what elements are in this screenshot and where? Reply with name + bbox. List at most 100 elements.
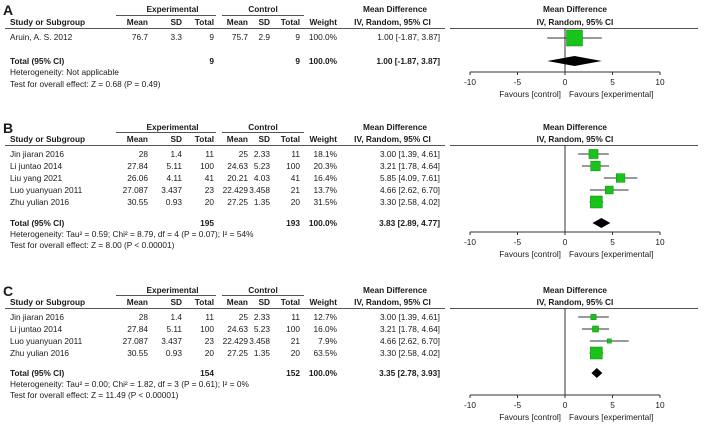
study-ci: 3.00 [1.39, 4.61] (380, 149, 440, 159)
header-mean-difference: Mean Difference (362, 4, 428, 14)
study-weight: 31.5% (313, 197, 337, 207)
header-exp-mean: Mean (126, 17, 148, 27)
header-ctl-mean: Mean (226, 297, 248, 307)
header-exp-mean: Mean (126, 134, 148, 144)
forest-plot: -10 -5 0 5 10 Favours [control] Favours [exper… (464, 28, 665, 99)
exp-total: 20 (204, 197, 214, 207)
header-md-sub: IV, Random, 95% CI (354, 297, 431, 307)
study-square (566, 29, 583, 47)
ctl-mean: 20.21 (227, 173, 248, 183)
total-ctl: 193 (286, 218, 300, 228)
header-ctl-sd: SD (258, 297, 270, 307)
total-label: Total (95% CI) (10, 368, 65, 378)
exp-total: 100 (200, 324, 214, 334)
header-rule (5, 145, 445, 146)
ctl-mean: 24.63 (227, 324, 248, 334)
header-rule (450, 28, 698, 29)
exp-mean: 28 (138, 312, 148, 322)
ctl-mean: 22.429 (222, 336, 248, 346)
exp-sd: 0.93 (165, 197, 182, 207)
ctl-total: 41 (290, 173, 300, 183)
forest-plot: -10 -5 0 5 10 Favours [control] Favours [exper… (464, 145, 665, 259)
favours-experimental-label: Favours [experimental] (569, 412, 653, 422)
exp-mean: 30.55 (127, 197, 148, 207)
ctl-total: 21 (290, 185, 300, 195)
forest-panel-b: B Experimental Control Mean Difference M… (0, 120, 708, 280)
exp-total: 11 (205, 149, 214, 159)
pooled-diamond (591, 368, 603, 378)
x-tick-label: -5 (514, 237, 522, 247)
ctl-sd: 5.23 (253, 161, 270, 171)
exp-total: 41 (204, 173, 214, 183)
exp-mean: 26.06 (127, 173, 148, 183)
study-ci: 3.30 [2.58, 4.02] (380, 197, 440, 207)
exp-sd: 5.11 (166, 161, 182, 171)
ctl-mean: 25 (238, 149, 248, 159)
header-rule (5, 28, 445, 29)
heterogeneity-text: Heterogeneity: Tau² = 0.59; Chi² = 8.79,… (10, 229, 254, 239)
study-square (588, 149, 599, 159)
header-mean-difference: Mean Difference (362, 122, 428, 132)
total-weight: 100.0% (308, 368, 337, 378)
exp-sd: 3.3 (170, 32, 182, 42)
study-square (590, 195, 603, 209)
header-plot-title: Mean Difference (542, 4, 608, 14)
header-plot-sub: IV, Random, 95% CI (536, 134, 614, 144)
x-tick-label: -10 (464, 237, 476, 247)
ctl-mean: 27.25 (227, 348, 248, 358)
ctl-total: 11 (291, 312, 300, 322)
study-square (590, 160, 601, 172)
study-square (605, 185, 614, 195)
study-weight: 20.3% (313, 161, 337, 171)
exp-total: 23 (204, 336, 214, 346)
study-weight: 7.9% (318, 336, 337, 346)
total-ctl: 152 (286, 368, 300, 378)
overall-effect-text: Test for overall effect: Z = 8.00 (P < 0… (10, 240, 175, 250)
header-experimental: Experimental (146, 122, 199, 132)
x-tick-label: -5 (514, 400, 522, 410)
exp-sd: 0.93 (165, 348, 182, 358)
ctl-total: 20 (290, 197, 300, 207)
exp-sd: 1.4 (170, 312, 182, 322)
exp-mean: 27.087 (122, 185, 148, 195)
header-plot-title: Mean Difference (542, 122, 608, 132)
pooled-diamond (592, 218, 611, 228)
ctl-sd: 5.23 (253, 324, 270, 334)
exp-sd: 3.437 (161, 185, 182, 195)
header-study: Study or Subgroup (10, 17, 86, 27)
x-tick-label: -10 (464, 77, 476, 87)
rule (116, 15, 216, 16)
overall-effect-text: Test for overall effect: Z = 11.49 (P < … (10, 390, 179, 400)
ctl-sd: 2.9 (258, 32, 270, 42)
study-weight: 100.0% (308, 32, 337, 42)
panel-label: B (3, 120, 14, 136)
study-name: Li juntao 2014 (10, 324, 63, 334)
total-weight: 100.0% (308, 56, 337, 66)
header-control: Control (248, 122, 278, 132)
heterogeneity-text: Heterogeneity: Tau² = 0.00; Chi² = 1.82,… (10, 379, 249, 389)
header-weight: Weight (309, 297, 338, 307)
forest-panel-a: A Experimental Control Mean Difference M… (0, 0, 708, 104)
exp-total: 11 (205, 312, 214, 322)
header-weight: Weight (309, 17, 338, 27)
exp-mean: 27.84 (127, 324, 148, 334)
ctl-mean: 22.429 (222, 185, 248, 195)
header-md-sub: IV, Random, 95% CI (354, 17, 431, 27)
ctl-total: 9 (295, 32, 300, 42)
study-weight: 18.1% (313, 149, 337, 159)
header-ctl-total: Total (280, 297, 300, 307)
exp-mean: 27.087 (122, 336, 148, 346)
header-rule (5, 308, 445, 309)
x-tick-label: -5 (514, 77, 522, 87)
study-ci: 3.21 [1.78, 4.64] (380, 324, 440, 334)
header-experimental: Experimental (146, 4, 199, 14)
ctl-sd: 1.35 (253, 197, 270, 207)
ctl-total: 11 (291, 149, 300, 159)
total-ci: 3.83 [2.89, 4.77] (379, 218, 440, 228)
ctl-mean: 27.25 (227, 197, 248, 207)
panel-label: C (3, 283, 14, 299)
study-square (590, 314, 597, 320)
exp-total: 20 (204, 348, 214, 358)
forest-panel-c: C Experimental Control Mean Difference M… (0, 283, 708, 428)
exp-total: 100 (200, 161, 214, 171)
